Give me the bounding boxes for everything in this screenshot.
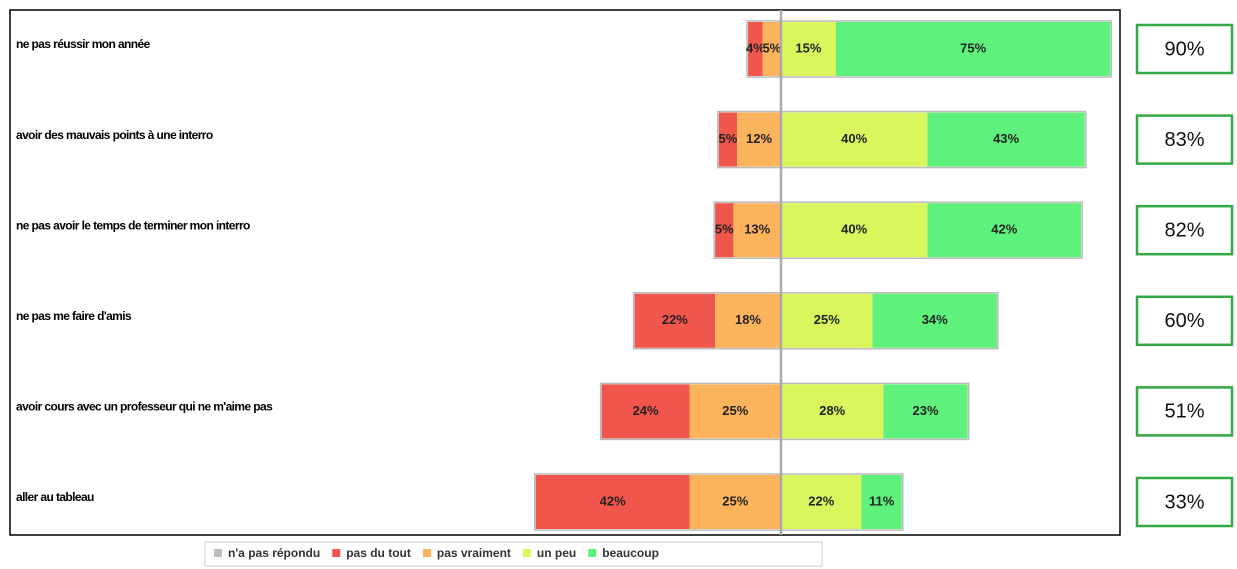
- legend-box: [204, 541, 823, 567]
- segment-label: 22%: [808, 493, 834, 508]
- bar-segment: [715, 203, 734, 258]
- segment-label: 15%: [795, 40, 821, 55]
- bar-outline: [534, 473, 904, 531]
- segment-label: 12%: [746, 131, 772, 146]
- total-label: 83%: [1164, 129, 1204, 151]
- total-label: 60%: [1164, 310, 1204, 332]
- bar-segment: [689, 384, 781, 439]
- segment-label: 42%: [991, 222, 1017, 237]
- segment-label: 25%: [722, 403, 748, 418]
- total-label: 51%: [1164, 401, 1204, 423]
- segment-label: 40%: [841, 222, 867, 237]
- bar-segment: [781, 293, 873, 348]
- segment-label: 28%: [819, 403, 845, 418]
- segment-label: 13%: [744, 222, 770, 237]
- bar-outline: [599, 382, 970, 441]
- legend-swatch: [588, 549, 597, 557]
- bar-outline: [746, 20, 1113, 78]
- bar-segment: [634, 293, 716, 348]
- bar-segment: [762, 22, 781, 76]
- segment-label: 42%: [600, 493, 626, 508]
- bar-segment: [781, 384, 884, 439]
- legend-swatch: [214, 549, 222, 557]
- category-label: aller au tableau: [16, 490, 94, 504]
- segment-label: 18%: [735, 312, 761, 327]
- bar-segment: [748, 22, 763, 76]
- total-box: [1135, 23, 1234, 75]
- legend-swatch: [422, 549, 431, 557]
- total-label: 82%: [1164, 219, 1204, 241]
- bar-segment: [737, 112, 781, 167]
- bar-segment: [689, 475, 781, 529]
- bar-segment: [835, 22, 1111, 76]
- bar-outline: [713, 201, 1083, 259]
- legend-label: pas vraiment: [437, 546, 511, 560]
- bar-segment: [718, 112, 738, 167]
- segment-label: 5%: [715, 222, 734, 237]
- legend-label: beaucoup: [602, 546, 659, 560]
- bar-segment: [601, 384, 690, 439]
- legend-label: un peu: [537, 546, 576, 560]
- segment-label: 25%: [722, 493, 748, 508]
- segment-label: 25%: [814, 312, 840, 327]
- bar-segment: [781, 112, 928, 167]
- segment-label: 75%: [960, 40, 986, 55]
- bar-segment: [872, 293, 997, 348]
- bar-segment: [715, 293, 781, 348]
- category-label: ne pas me faire d'amis: [16, 309, 132, 323]
- segment-label: 5%: [719, 131, 738, 146]
- segment-label: 5%: [762, 40, 781, 55]
- segment-label: 43%: [993, 131, 1019, 146]
- segment-label: 40%: [841, 131, 867, 146]
- total-box: [1135, 114, 1234, 165]
- category-label: avoir des mauvais points à une interro: [16, 128, 213, 142]
- segment-label: 4%: [746, 40, 765, 55]
- total-box: [1135, 204, 1234, 256]
- bar-segment: [927, 203, 1082, 258]
- legend-label: pas du tout: [346, 546, 411, 560]
- bar-segment: [733, 203, 781, 258]
- legend-swatch: [332, 549, 341, 557]
- bar-segment: [781, 203, 928, 258]
- total-box: [1135, 476, 1234, 528]
- bar-segment: [781, 475, 862, 529]
- segment-label: 34%: [922, 312, 948, 327]
- bar-segment: [883, 384, 968, 439]
- category-label: avoir cours avec un professeur qui ne m'…: [16, 400, 273, 414]
- legend-label: n'a pas répondu: [228, 546, 320, 560]
- segment-label: 22%: [662, 312, 688, 327]
- bar-segment: [535, 475, 690, 529]
- segment-label: 24%: [633, 403, 659, 418]
- segment-label: 11%: [869, 493, 895, 508]
- bar-outline: [717, 110, 1087, 169]
- total-box: [1135, 386, 1234, 437]
- bar-segment: [927, 112, 1085, 167]
- bar-segment: [781, 22, 836, 76]
- total-box: [1135, 295, 1234, 347]
- total-label: 90%: [1164, 38, 1204, 60]
- legend-swatch: [522, 549, 531, 557]
- bar-segment: [861, 475, 902, 529]
- bar-outline: [632, 292, 999, 350]
- plot-frame: [9, 9, 1121, 536]
- category-label: ne pas avoir le temps de terminer mon in…: [16, 218, 250, 232]
- total-label: 33%: [1164, 491, 1204, 513]
- category-label: ne pas réussir mon année: [16, 37, 151, 51]
- segment-label: 23%: [913, 403, 939, 418]
